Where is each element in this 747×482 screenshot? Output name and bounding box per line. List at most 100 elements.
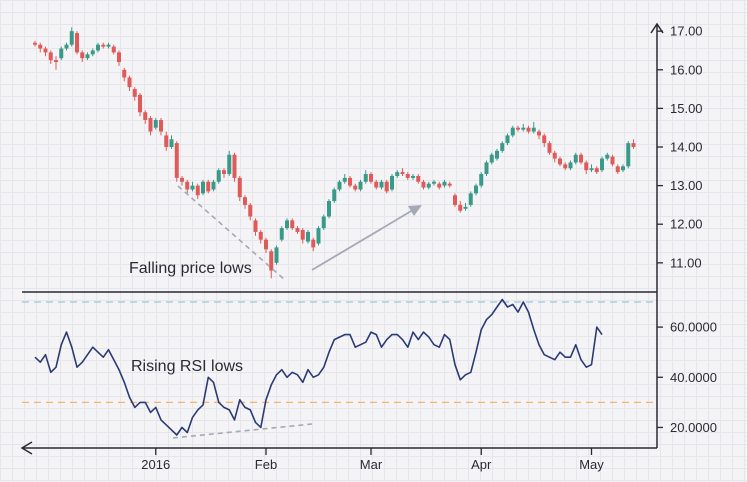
candle — [568, 160, 573, 171]
candle-body — [185, 181, 190, 190]
candle-body — [85, 54, 90, 59]
candle-body — [584, 162, 589, 171]
candle-body — [442, 181, 447, 186]
x-tick-label: 2016 — [141, 457, 170, 472]
candle-body — [521, 127, 526, 130]
candle — [479, 172, 484, 188]
candle-body — [568, 162, 573, 169]
candle — [437, 181, 442, 190]
candle-body — [505, 135, 510, 144]
candle — [33, 40, 37, 47]
candle-body — [300, 230, 305, 240]
candle-body — [101, 44, 106, 47]
candle-body — [164, 135, 169, 147]
candle — [348, 175, 352, 188]
candle — [474, 183, 478, 196]
candle — [542, 133, 547, 147]
candle — [201, 179, 205, 196]
rising-trend-arrowhead — [408, 205, 422, 216]
candle — [211, 179, 216, 192]
candle — [537, 129, 541, 140]
candle-body — [426, 183, 431, 188]
price-candles — [33, 27, 636, 279]
candle — [258, 230, 263, 244]
candle-body — [106, 44, 111, 47]
candle-body — [594, 168, 599, 173]
candle — [615, 164, 620, 175]
candle — [432, 179, 436, 186]
candle-body — [447, 183, 452, 186]
candle-body — [216, 170, 221, 182]
candle — [626, 141, 631, 169]
rsi-line — [34, 298, 603, 436]
candle-body — [80, 52, 85, 59]
candle-body — [295, 228, 300, 232]
candle — [274, 245, 279, 265]
candle — [610, 154, 615, 167]
candle — [169, 135, 174, 149]
candle — [416, 174, 421, 184]
candle — [153, 118, 158, 130]
candle-body — [384, 181, 389, 192]
candle-body — [589, 168, 594, 171]
rsi-series — [34, 298, 603, 436]
candle — [321, 214, 326, 231]
x-axis-arrow — [20, 441, 33, 455]
axes: 17.00 16.00 15.00 14.00 13.00 12.00 11.00 60.00… — [20, 22, 717, 472]
candle-body — [600, 158, 604, 171]
candle-body — [369, 174, 373, 182]
rsi-tick-label: 40.0000 — [670, 370, 717, 385]
candle-body — [253, 220, 258, 232]
candle — [38, 42, 43, 53]
candle — [148, 116, 153, 136]
candle — [180, 175, 184, 186]
candle — [306, 230, 310, 244]
candle-body — [143, 112, 148, 120]
candle-body — [468, 193, 473, 205]
candle — [573, 152, 578, 165]
candle-body — [526, 127, 531, 132]
candle — [64, 42, 69, 51]
candle — [495, 148, 499, 161]
price-tick-label: 15.00 — [670, 101, 703, 116]
candle — [54, 56, 58, 70]
x-tick-label: Mar — [360, 457, 383, 472]
candle-body — [484, 162, 489, 175]
candle — [195, 183, 200, 200]
candle-body — [269, 251, 274, 271]
candle — [426, 181, 431, 190]
candle-body — [458, 204, 463, 211]
candle — [442, 179, 447, 188]
candle — [563, 162, 568, 171]
candle-body — [195, 185, 200, 196]
candle — [227, 150, 232, 176]
candle — [500, 141, 505, 153]
candle-body — [169, 139, 174, 147]
candle-body — [453, 195, 457, 205]
candle-body — [432, 181, 436, 184]
candle-body — [332, 189, 337, 202]
candle — [558, 156, 562, 167]
candle — [421, 179, 426, 190]
candle-body — [264, 239, 268, 250]
candle-body — [416, 175, 421, 182]
annotations: Falling price lows Rising RSI lows — [129, 185, 422, 439]
candle — [589, 164, 594, 173]
candle — [295, 226, 300, 234]
candle — [69, 27, 74, 47]
price-tick-label: 16.00 — [670, 62, 703, 77]
candle-body — [180, 177, 184, 182]
candle-body — [148, 118, 153, 132]
candle-body — [306, 231, 310, 242]
candle — [164, 131, 169, 151]
candle — [185, 179, 190, 194]
candle — [594, 166, 599, 175]
candle-body — [542, 135, 547, 144]
candle — [358, 179, 363, 192]
candle-body — [237, 177, 242, 198]
candle — [384, 179, 389, 194]
candle — [531, 121, 536, 134]
candle-body — [122, 69, 127, 78]
candle — [138, 92, 142, 117]
